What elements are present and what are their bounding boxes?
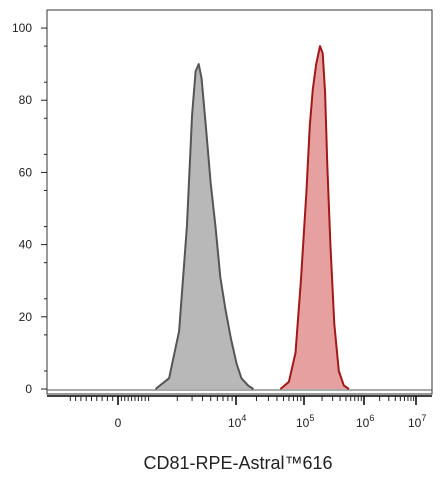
plot-frame: [46, 9, 433, 395]
x-tick-label: 107: [408, 413, 426, 430]
y-tick-label: 60: [19, 165, 33, 179]
histogram-outline-1: [279, 45, 350, 390]
histogram-fill-0: [155, 64, 254, 389]
y-tick-label: 80: [19, 93, 33, 107]
y-tick-label: 40: [19, 238, 33, 252]
x-tick-label: 0: [115, 416, 122, 430]
x-tick-label: 105: [296, 413, 314, 430]
y-tick-label: 100: [12, 21, 32, 35]
x-axis-label: CD81-RPE-Astral™616: [143, 453, 332, 473]
y-tick-label: 20: [19, 310, 33, 324]
histogram-outline-0: [154, 63, 254, 390]
y-tick-label: 0: [25, 382, 32, 396]
histogram-fill-1: [280, 46, 349, 389]
x-tick-label: 104: [228, 413, 246, 430]
x-tick-label: 106: [356, 413, 374, 430]
